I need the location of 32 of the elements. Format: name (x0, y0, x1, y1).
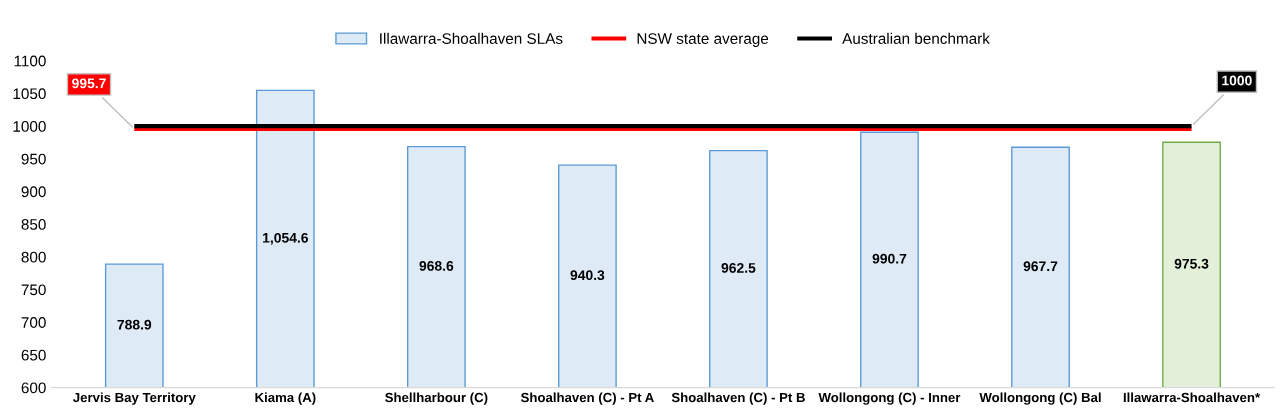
legend-label: Australian benchmark (842, 32, 990, 44)
y-tick-label: 900 (21, 186, 46, 198)
y-tick-label: 850 (21, 219, 46, 230)
data-label: 968.6 (419, 261, 454, 271)
y-tick-label: 750 (21, 284, 46, 296)
annotation: 995.7 (72, 78, 106, 89)
y-tick-label: 1100 (14, 55, 46, 67)
x-tick-label: Shellharbour (C) (385, 392, 488, 405)
annotation: 1000 (1222, 75, 1252, 86)
y-tick-label: 1000 (13, 120, 46, 132)
y-tick-label: 800 (21, 251, 46, 263)
data-label: 940.3 (570, 270, 605, 281)
x-tick-label: Shoalhaven (C) - Pt A (520, 392, 654, 405)
data-label: 975.3 (1174, 258, 1209, 269)
y-tick-label: 650 (21, 349, 46, 361)
x-tick-label: Shoalhaven (C) - Pt B (671, 392, 805, 405)
data-label: 990.7 (872, 253, 907, 264)
x-tick-label: Kiama (A) (255, 392, 316, 405)
legend-label: NSW state average (637, 33, 769, 48)
y-tick-label: 1050 (13, 88, 46, 100)
data-label: 788.9 (117, 319, 152, 330)
legend-label: Illawarra-Shoalhaven SLAs (380, 32, 563, 44)
y-tick-label: 700 (21, 317, 46, 328)
x-tick-label: Illawarra-Shoalhaven* (1123, 392, 1261, 403)
data-label: 967.7 (1023, 261, 1058, 272)
x-tick-label: Wollongong (C) Bal (979, 392, 1101, 405)
x-tick-label: Wollongong (C) - Inner (818, 392, 961, 405)
x-tick-label: Jervis Bay Territory (73, 392, 196, 405)
y-tick-label: 950 (21, 153, 46, 165)
data-label: 962.5 (721, 263, 756, 273)
y-tick-label: 600 (21, 382, 46, 394)
data-label: 1,054.6 (263, 232, 309, 245)
